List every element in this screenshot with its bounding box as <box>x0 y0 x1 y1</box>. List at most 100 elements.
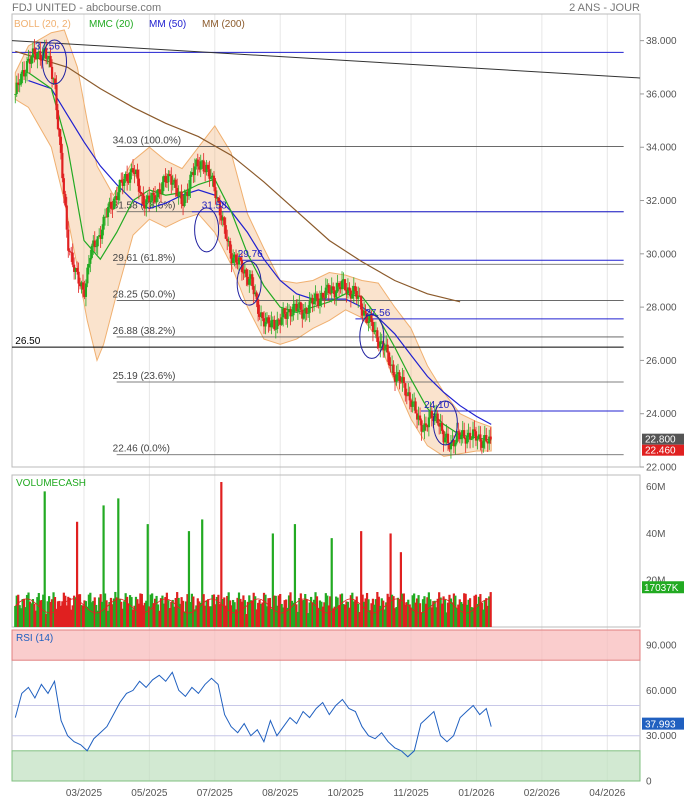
last-price-value: 22.800 <box>645 435 676 446</box>
candle-body <box>286 312 289 319</box>
candle-body <box>464 438 467 444</box>
volume-bar <box>257 602 260 627</box>
volume-bar <box>261 602 264 627</box>
candle-body <box>251 274 254 287</box>
volume-bar <box>146 524 149 627</box>
candle-body <box>217 197 220 202</box>
volume-bar <box>159 598 163 627</box>
candle-body <box>48 55 51 59</box>
candle-body <box>264 321 267 327</box>
rsi-panel: 0 30.000 60.000 90.000 37.993 RSI (14) <box>11 629 684 788</box>
volume-bar <box>75 521 79 627</box>
price-annotation: 24.10 <box>424 400 449 411</box>
volume-bar <box>287 595 291 627</box>
candle-body <box>71 252 74 265</box>
volume-bar <box>343 604 347 627</box>
volume-bar <box>259 603 263 627</box>
volume-bar <box>418 603 422 627</box>
volume-bar <box>215 596 219 627</box>
volume-bar <box>399 552 403 627</box>
volume-bar <box>127 603 130 627</box>
volume-bar <box>21 599 24 627</box>
candle-body <box>105 216 108 218</box>
volume-bar <box>92 600 95 627</box>
volume-bar <box>383 609 386 627</box>
volume-bar <box>59 605 62 627</box>
candle-body <box>427 417 430 428</box>
x-tick-label: 11/2025 <box>393 788 429 799</box>
volume-bar <box>389 533 392 627</box>
candle-body <box>164 176 167 183</box>
volume-bar <box>302 599 305 627</box>
candle-body <box>467 432 470 437</box>
volume-bar <box>299 593 302 627</box>
volume-bar <box>232 599 235 627</box>
candle-body <box>242 272 245 274</box>
candle-body <box>112 198 115 210</box>
candle-body <box>418 415 422 421</box>
volume-bar <box>195 605 198 627</box>
volume-bar <box>476 603 479 627</box>
candle-body <box>317 298 320 306</box>
candle-body <box>130 168 133 173</box>
volume-bar <box>363 601 366 627</box>
volume-bar <box>37 593 40 627</box>
candle-body <box>177 192 180 197</box>
candle-body <box>401 377 404 383</box>
candle-body <box>232 257 235 264</box>
price-annotation: 27.56 <box>365 308 390 319</box>
candle-body <box>335 291 338 298</box>
volume-bar <box>224 605 227 627</box>
candle-body <box>488 436 491 444</box>
volume-bar <box>451 602 454 627</box>
volume-bar <box>156 604 160 627</box>
rsi-y-tick-label: 0 <box>646 777 652 788</box>
candle-body <box>28 58 32 64</box>
candle-body <box>385 344 388 350</box>
candle-body <box>196 159 199 167</box>
volume-bar <box>143 602 146 627</box>
candle-body <box>470 438 473 440</box>
volume-bar <box>307 613 310 627</box>
candle-body <box>396 372 400 375</box>
volume-bar <box>348 607 351 627</box>
low-price-value: 22.460 <box>645 446 676 457</box>
candle-body <box>153 195 157 203</box>
volume-bar <box>301 600 304 627</box>
volume-bar <box>211 594 214 627</box>
rsi-y-tick-label: 90.000 <box>646 641 677 652</box>
candle-body <box>102 216 105 230</box>
volume-bar <box>117 498 120 627</box>
candle-body <box>92 240 95 246</box>
candle-body <box>352 286 355 295</box>
volume-bar <box>314 592 317 627</box>
price-annotation: 29.76 <box>238 249 263 260</box>
candle-body <box>407 392 410 396</box>
volume-bar <box>474 594 478 627</box>
candle-body <box>117 192 120 200</box>
volume-bar <box>61 601 64 627</box>
candle-body <box>95 246 98 248</box>
volume-bar <box>87 594 90 627</box>
candle-body <box>53 78 57 85</box>
candle-body <box>358 295 361 297</box>
volume-bar <box>320 601 323 627</box>
volume-bar <box>460 602 463 627</box>
candle-body <box>234 254 238 263</box>
candle-body <box>96 236 99 247</box>
volume-bar <box>155 595 158 627</box>
candle-body <box>337 282 341 287</box>
volume-bar <box>226 596 229 627</box>
candle-body <box>86 267 89 284</box>
volume-y-tick-label: 60M <box>646 482 665 493</box>
candle-body <box>27 58 30 61</box>
volume-bar <box>273 595 276 627</box>
volume-bar <box>25 594 29 627</box>
candle-body <box>83 289 86 297</box>
candle-body <box>114 196 117 199</box>
candle-body <box>315 293 319 299</box>
volume-bar <box>318 600 322 627</box>
candle-body <box>184 191 188 195</box>
candle-body <box>388 352 391 366</box>
